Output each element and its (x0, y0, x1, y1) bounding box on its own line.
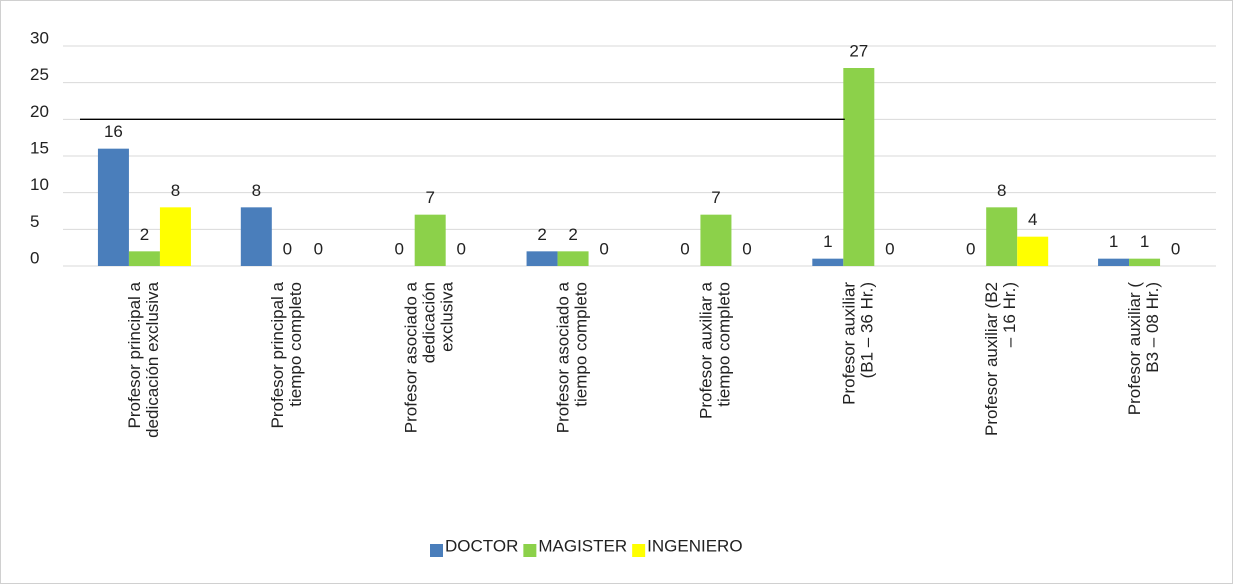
x-tick-label-group: Profesor auxiliar a tiempo completo (696, 281, 733, 419)
value-label: 1 (1109, 232, 1118, 251)
value-label: 8 (252, 181, 261, 200)
legend-label: MAGISTER (538, 536, 627, 555)
bar (1098, 258, 1130, 266)
x-tick-label-group: Profesor principal a dedicación exclusiva (125, 281, 162, 437)
x-tick-label: Profesor asociado a (554, 281, 573, 433)
value-label: 0 (966, 239, 975, 258)
x-tick-label: Profesor auxiliar (B2 (982, 282, 1001, 436)
bar (128, 251, 160, 266)
bar (240, 207, 272, 266)
bar (812, 258, 844, 266)
bar (700, 214, 732, 266)
x-tick-label: Profesor auxiliar ( (1125, 282, 1144, 416)
x-tick-label: dedicación (420, 282, 439, 363)
value-label: 7 (711, 188, 720, 207)
y-tick-label: 10 (30, 175, 49, 194)
value-label: 0 (314, 239, 323, 258)
value-label: 2 (537, 225, 546, 244)
x-tick-label: Profesor auxiliar a (696, 281, 715, 419)
value-label: 2 (568, 225, 577, 244)
x-tick-label: B3 – 08 Hr.) (1143, 282, 1162, 373)
x-tick-label-group: Profesor auxiliar (B3 – 08 Hr.) (1125, 282, 1162, 416)
x-tick-label: Profesor principal a (268, 281, 287, 428)
x-tick-label: – 16 Hr.) (1000, 282, 1019, 347)
y-tick-label: 25 (30, 65, 49, 84)
value-label: 2 (140, 225, 149, 244)
bar (986, 207, 1018, 266)
x-tick-label-group: Profesor auxiliar (B2– 16 Hr.) (982, 282, 1019, 436)
legend-swatch (523, 544, 537, 557)
x-tick-label-group: Profesor asociado a tiempo completo (554, 281, 591, 433)
value-label: 0 (742, 239, 751, 258)
y-tick-label: 30 (30, 28, 49, 47)
value-label: 4 (1028, 210, 1037, 229)
value-label: 8 (997, 181, 1006, 200)
x-tick-label: (B1 – 36 Hr.) (857, 282, 876, 378)
value-label: 0 (885, 239, 894, 258)
x-tick-label: Profesor asociado a (402, 281, 421, 433)
x-tick-label: tiempo completo (572, 282, 591, 407)
value-label: 1 (823, 232, 832, 251)
bar (97, 148, 129, 266)
legend-swatch (430, 544, 443, 557)
value-label: 27 (849, 41, 868, 60)
x-tick-label: tiempo completo (286, 282, 305, 407)
legend-swatch (632, 544, 646, 557)
legend-label: INGENIERO (647, 536, 742, 555)
value-label: 7 (425, 188, 434, 207)
bar (159, 207, 191, 266)
x-tick-label: tiempo completo (714, 282, 733, 407)
x-tick-label: exclusiva (438, 281, 457, 351)
value-label: 0 (394, 239, 403, 258)
x-tick-label-group: Profesor principal a tiempo completo (268, 281, 305, 428)
x-tick-label: Profesor auxiliar (839, 282, 858, 405)
legend-label: DOCTOR (445, 536, 518, 555)
y-tick-label: 5 (30, 212, 39, 231)
value-label: 0 (456, 239, 465, 258)
y-tick-label: 15 (30, 138, 49, 157)
bar (1017, 236, 1049, 266)
x-tick-label: Profesor principal a (125, 281, 144, 428)
x-tick-label-group: Profesor asociado a dedicación exclusiva (402, 281, 457, 433)
bar (526, 251, 558, 266)
value-label: 0 (680, 239, 689, 258)
value-label: 16 (104, 122, 123, 141)
y-tick-label: 0 (30, 248, 39, 267)
x-tick-label-group: Profesor auxiliar (B1 – 36 Hr.) (839, 282, 876, 405)
bar (414, 214, 446, 266)
value-label: 0 (283, 239, 292, 258)
value-label: 0 (1171, 239, 1180, 258)
bar (557, 251, 589, 266)
value-label: 0 (599, 239, 608, 258)
bar (1129, 258, 1161, 266)
y-tick-label: 20 (30, 102, 49, 121)
value-label: 1 (1140, 232, 1149, 251)
x-tick-label: dedicación exclusiva (143, 281, 162, 437)
value-label: 8 (171, 181, 180, 200)
bar (843, 68, 875, 266)
